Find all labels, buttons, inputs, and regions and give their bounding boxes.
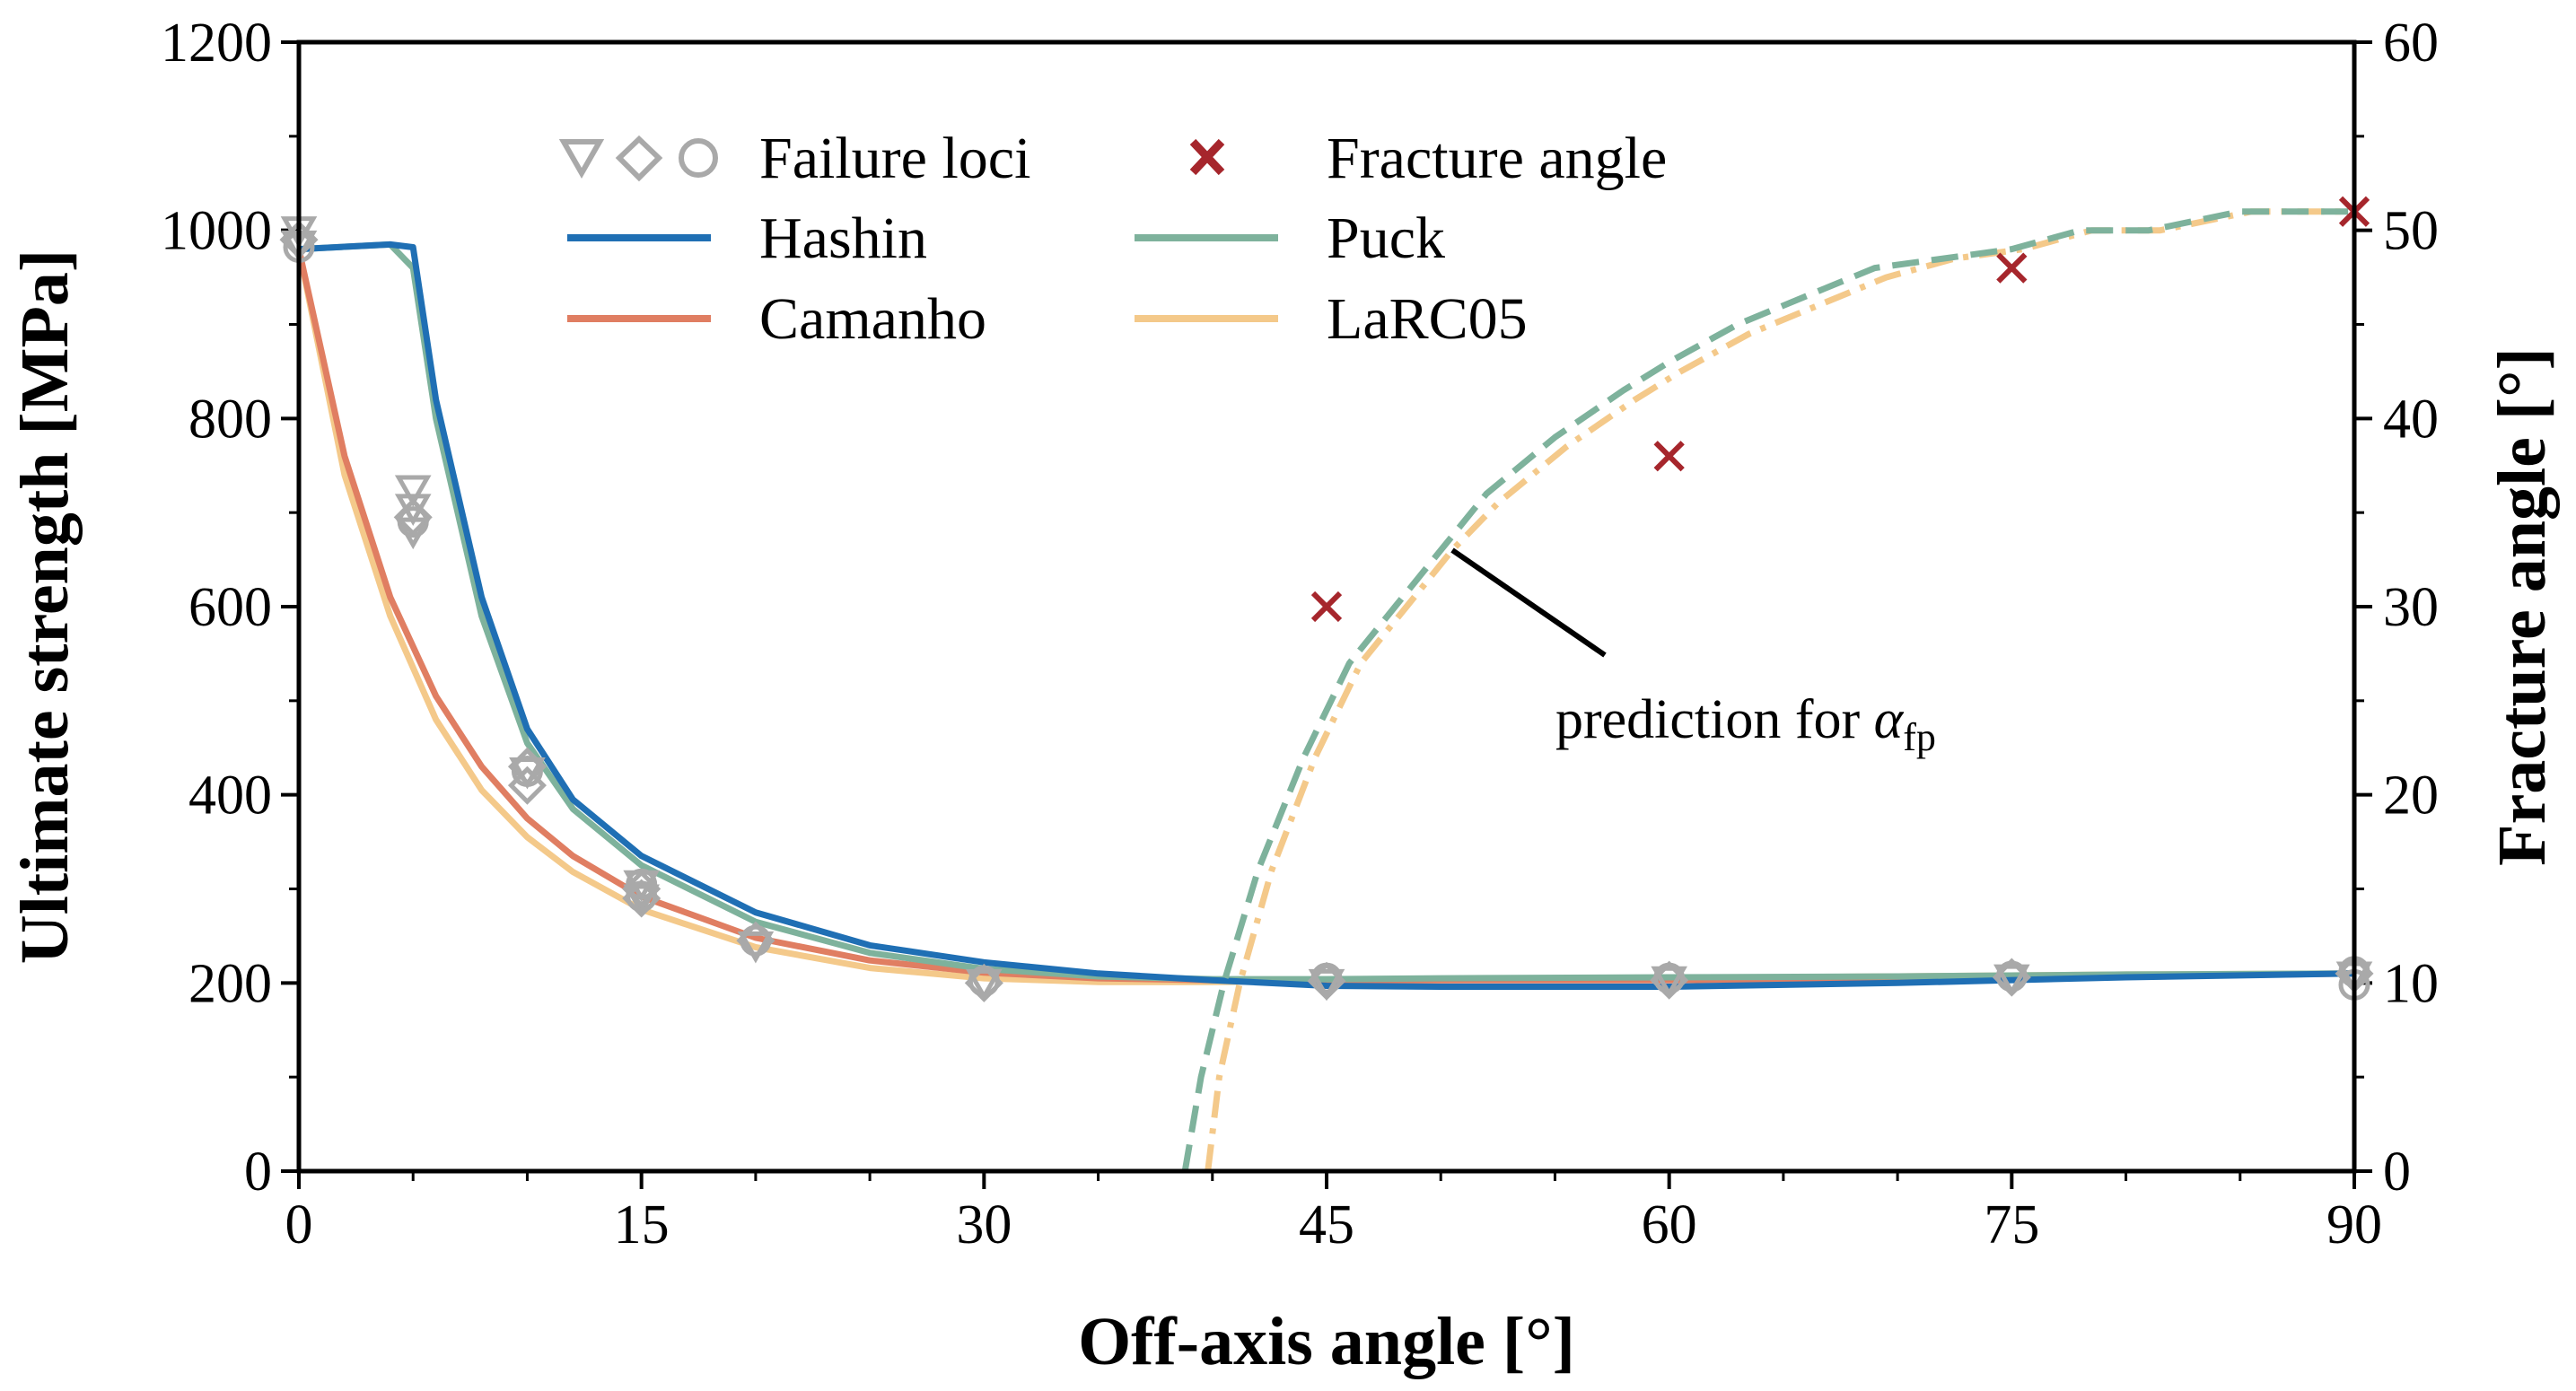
legend-label-fracture-angle: Fracture angle [1327,126,1667,191]
series-layer [295,208,2355,1172]
legend-entry-hashin: Hashin [567,206,927,271]
y-left-tick-label: 400 [188,765,272,827]
annotation-leader-line [1450,547,1607,658]
legend-entry-fracture-angle: Fracture angle [1189,126,1667,191]
y-right-tick-label: 0 [2383,1142,2411,1203]
legend-label-failure-loci: Failure loci [759,126,1030,191]
failure-locus-circle [1653,962,1686,994]
failure-locus-circle [1995,960,2028,993]
failure-locus-triangle [737,931,775,964]
failure-locus-circle [1310,962,1343,994]
legend-entry-puck: Puck [1135,206,1445,271]
series-line-puck [298,241,2355,983]
annotation: prediction for αfp [1450,547,1936,759]
y-left-tick-label: 1000 [161,201,272,262]
series-line-camanho [295,248,2355,984]
x-tick-label: 0 [285,1194,313,1255]
fracture-angle-point [1996,252,2028,284]
y-right-tick-label: 10 [2383,953,2439,1014]
legend-diamond-marker [615,135,663,182]
y-left-tick-label: 800 [188,389,272,450]
legend-entry-failure-loci: Failure loci [558,126,1030,191]
y-right-axis-title: Fracture angle [°] [2484,347,2560,866]
x-axis-title: Off-axis angle [°] [1078,1304,1575,1379]
x-tick-label: 30 [956,1194,1012,1255]
legend-label-puck: Puck [1327,206,1445,271]
x-tick-label: 45 [1299,1194,1354,1255]
failure-locus-triangle [1308,968,1345,1002]
failure-locus-diamond [622,869,662,909]
legend-label-camanho: Camanho [759,286,986,352]
failure-locus-triangle [394,475,432,507]
failure-locus-circle [397,506,429,538]
annotation-alpha-symbol: α [1874,689,1905,750]
y-left-tick-label: 600 [188,577,272,638]
series-line-hashin [298,241,2355,990]
annotation-prefix: prediction for [1555,689,1874,750]
legend-x-marker [1189,138,1225,176]
legend-label-hashin: Hashin [759,206,927,271]
y-left-axis-title: Ultimate strength [MPa] [7,249,83,964]
legend: Failure loci Fracture angle Hashin Puck … [558,126,1667,352]
y-right-tick-label: 60 [2383,13,2439,74]
y-right-tick-label: 50 [2383,201,2439,262]
failure-locus-circle [626,880,658,913]
failure-locus-circle [626,868,658,900]
x-tick-label: 75 [1984,1194,2039,1255]
x-tick-label: 90 [2326,1194,2382,1255]
tick-labels: 0 15 30 45 60 75 90020040060080010001200010203… [161,13,2439,1255]
series-line-puck-fp [1181,208,2354,1172]
legend-label-larc05: LaRC05 [1327,286,1528,352]
failure-locus-triangle [1993,964,2030,997]
y-left-tick-label: 200 [188,953,272,1014]
y-right-tick-label: 40 [2383,389,2439,450]
fracture-angle-point [1653,441,1685,472]
legend-triangle-marker [558,139,605,179]
series-line-larc05 [295,248,2355,985]
plot-frame [296,39,2357,1174]
fracture-angle-point [1310,591,1343,623]
failure-locus-triangle [966,968,1003,1002]
annotation-text: prediction for αfp [1555,689,1936,759]
legend-entry-camanho: Camanho [567,286,986,352]
y-right-tick-label: 30 [2383,577,2439,638]
failure-locus-triangle [1651,966,1687,999]
y-left-tick-label: 0 [244,1142,272,1203]
failure-locus-circle [740,924,772,957]
annotation-subscript: fp [1903,715,1936,759]
x-tick-label: 60 [1642,1194,1697,1255]
failure-locus-circle [511,755,543,787]
y-right-tick-label: 20 [2383,765,2439,827]
failure-locus-diamond [1307,961,1346,1001]
failure-locus-circle [968,965,1000,997]
y-left-tick-label: 1200 [161,13,272,74]
x-tick-label: 15 [614,1194,670,1255]
legend-circle-marker [679,138,718,178]
legend-entry-larc05: LaRC05 [1135,286,1528,352]
